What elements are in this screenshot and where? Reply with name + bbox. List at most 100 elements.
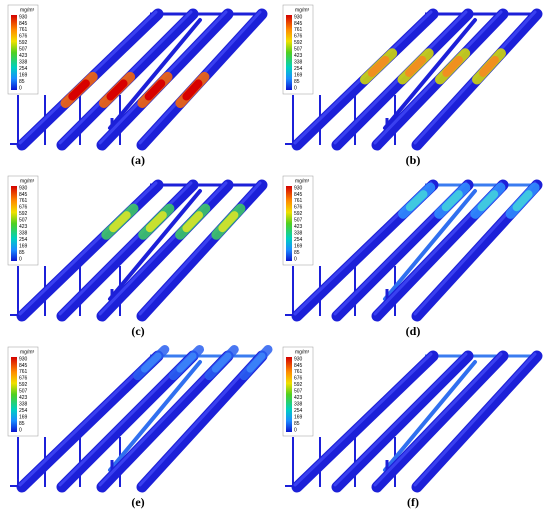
legend-tick-label: 423 xyxy=(294,53,303,59)
hotspot-core xyxy=(211,352,232,373)
legend-tick-label: 676 xyxy=(19,376,28,382)
hotspot-core xyxy=(176,352,197,373)
legend-tick-label: 169 xyxy=(294,243,303,249)
hotspot-core xyxy=(405,55,427,77)
brace xyxy=(108,189,202,301)
legend-tick-label: 254 xyxy=(19,408,28,414)
color-bar xyxy=(11,15,17,90)
legend-unit: mg/m³ xyxy=(20,7,35,13)
legend-tick-label: 0 xyxy=(294,85,297,91)
legend-tick-label: 761 xyxy=(294,198,303,204)
legend-tick-label: 254 xyxy=(294,237,303,243)
legend-tick-label: 930 xyxy=(294,14,303,20)
legend-tick-label: 169 xyxy=(19,72,28,78)
hotspot-core xyxy=(145,211,167,233)
color-bar xyxy=(286,186,292,261)
hotspot-core xyxy=(367,55,390,77)
pipe xyxy=(411,350,543,493)
pipe xyxy=(16,179,164,322)
legend-tick-label: 845 xyxy=(19,192,28,198)
legend-tick-label: 0 xyxy=(294,256,297,262)
legend-tick-label: 930 xyxy=(294,185,303,191)
brace xyxy=(383,360,477,472)
hotspot-core xyxy=(140,352,162,373)
legend-tick-label: 254 xyxy=(294,408,303,414)
legend-tick-label: 761 xyxy=(19,198,28,204)
legend-tick-label: 930 xyxy=(19,185,28,191)
legend-tick-label: 761 xyxy=(294,27,303,33)
legend-tick-label: 845 xyxy=(294,363,303,369)
legend-tick-label: 592 xyxy=(19,382,28,388)
legend-tick-label: 0 xyxy=(294,427,297,433)
legend-tick-label: 507 xyxy=(19,218,28,224)
panel-label: (d) xyxy=(406,324,421,338)
legend-tick-label: 761 xyxy=(19,27,28,33)
legend-unit: mg/m³ xyxy=(295,7,310,13)
panel-label: (f) xyxy=(407,495,419,509)
legend-tick-label: 507 xyxy=(294,389,303,395)
hotspot-core xyxy=(405,190,428,212)
color-bar xyxy=(11,357,17,432)
legend-tick-label: 592 xyxy=(294,211,303,217)
legend-tick-label: 592 xyxy=(19,40,28,46)
hotspot-core xyxy=(182,211,204,233)
brace xyxy=(108,18,202,130)
color-bar xyxy=(286,15,292,90)
legend-tick-label: 85 xyxy=(294,421,300,427)
hotspot-core xyxy=(442,55,463,77)
legend-tick-label: 338 xyxy=(19,402,28,408)
pipe-highlight xyxy=(293,352,433,487)
legend-tick-label: 0 xyxy=(19,256,22,262)
brace xyxy=(383,18,477,130)
legend-tick-label: 338 xyxy=(19,60,28,66)
legend-tick-label: 592 xyxy=(294,382,303,388)
legend-tick-label: 85 xyxy=(19,79,25,85)
legend-tick-label: 676 xyxy=(19,205,28,211)
brace xyxy=(108,360,202,472)
panel-label: (e) xyxy=(131,495,144,509)
legend-tick-label: 338 xyxy=(294,231,303,237)
legend-tick-label: 845 xyxy=(19,363,28,369)
hotspot-core xyxy=(182,79,203,101)
legend-tick-label: 507 xyxy=(19,47,28,53)
legend-tick-label: 761 xyxy=(19,369,28,375)
panel-label: (a) xyxy=(131,153,145,167)
legend-tick-label: 845 xyxy=(294,192,303,198)
hotspot-core xyxy=(246,352,266,373)
legend-tick-label: 761 xyxy=(294,369,303,375)
legend-tick-label: 676 xyxy=(19,34,28,40)
legend-tick-label: 254 xyxy=(19,66,28,72)
panel-label: (c) xyxy=(131,324,144,338)
legend-unit: mg/m³ xyxy=(295,349,310,355)
legend-tick-label: 676 xyxy=(294,205,303,211)
legend-tick-label: 507 xyxy=(19,389,28,395)
legend-tick-label: 0 xyxy=(19,427,22,433)
panel-label: (b) xyxy=(406,153,421,167)
hotspot-core xyxy=(218,211,239,233)
legend-tick-label: 592 xyxy=(19,211,28,217)
legend-tick-label: 930 xyxy=(19,356,28,362)
hotspot-core xyxy=(144,79,166,101)
legend-tick-label: 423 xyxy=(19,395,28,401)
legend-tick-label: 169 xyxy=(19,414,28,420)
pipe-highlight xyxy=(138,181,262,316)
legend-tick-label: 254 xyxy=(294,66,303,72)
legend-tick-label: 423 xyxy=(294,395,303,401)
legend-tick-label: 85 xyxy=(19,421,25,427)
legend-tick-label: 930 xyxy=(19,14,28,20)
hotspot-core xyxy=(109,211,131,233)
legend-unit: mg/m³ xyxy=(295,178,310,184)
legend-tick-label: 169 xyxy=(294,72,303,78)
pipe xyxy=(291,350,439,493)
hotspot-core xyxy=(477,190,499,212)
pipe-highlight xyxy=(413,352,537,487)
legend-tick-label: 423 xyxy=(294,224,303,230)
legend-tick-label: 676 xyxy=(294,376,303,382)
legend-tick-label: 338 xyxy=(19,231,28,237)
